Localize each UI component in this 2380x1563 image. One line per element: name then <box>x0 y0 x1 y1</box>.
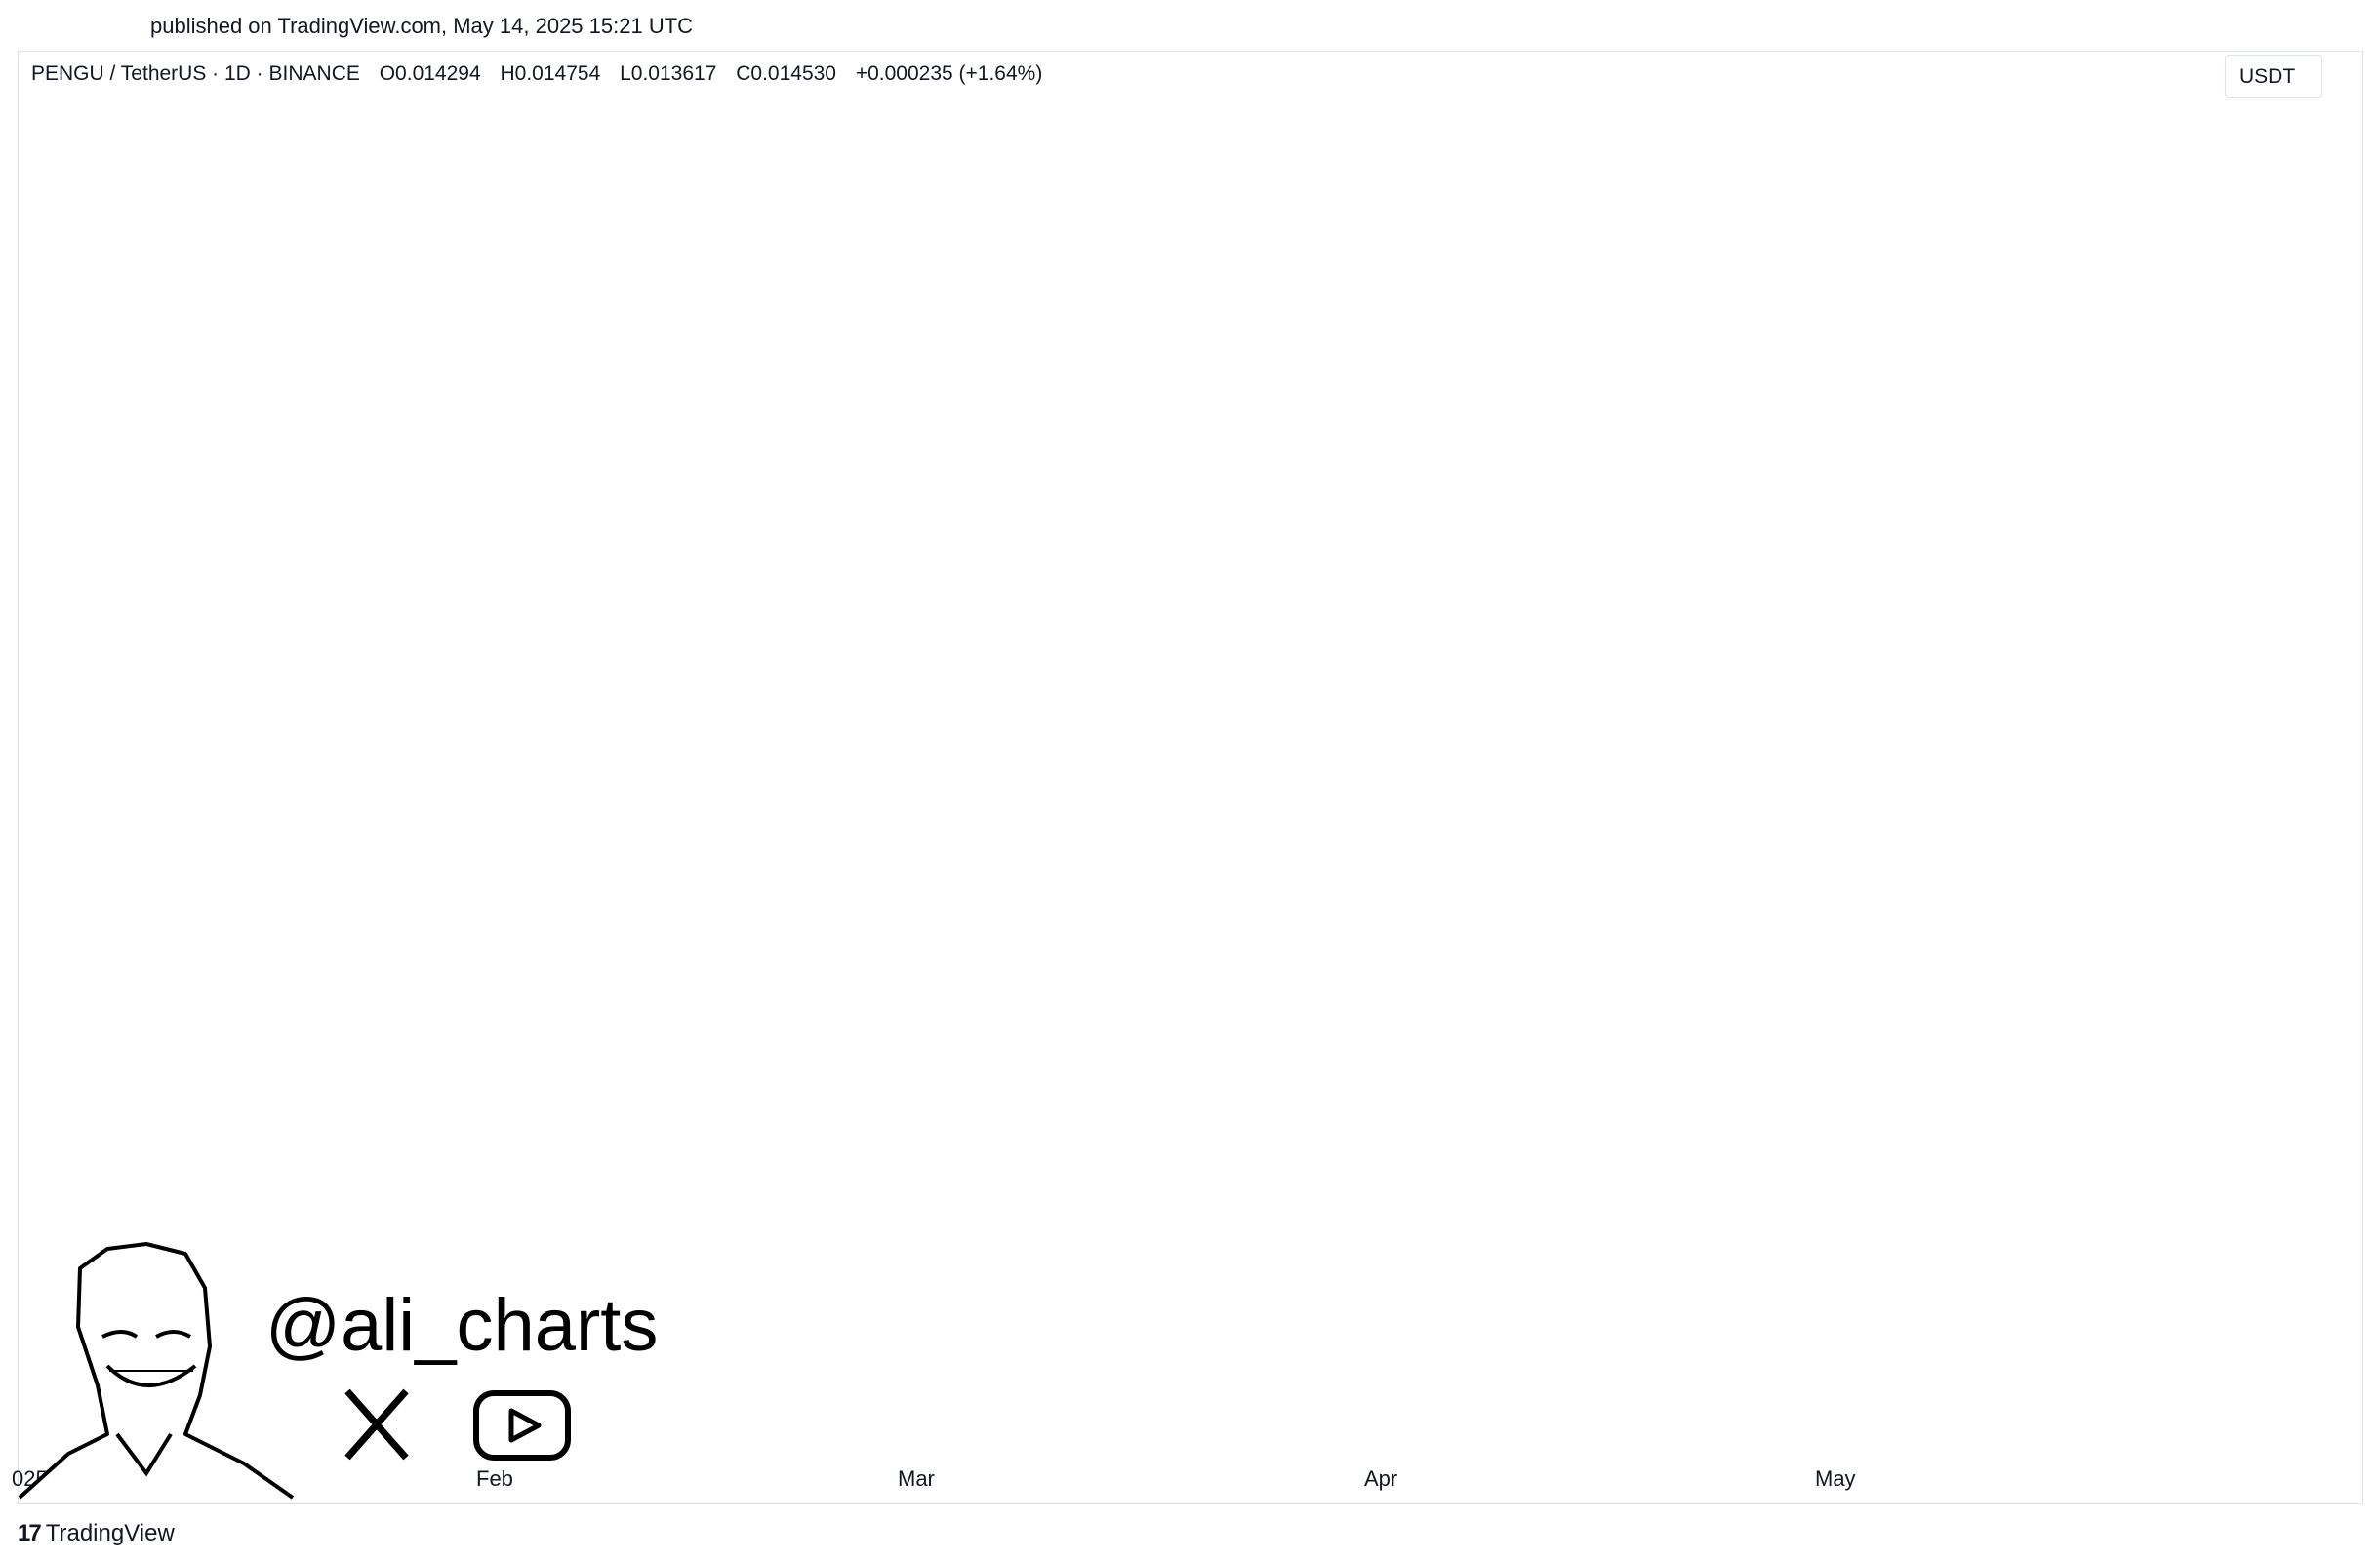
x-logo-icon <box>344 1388 409 1461</box>
ohlc-change: +0.000235 (+1.64%) <box>855 62 1043 85</box>
time-axis-tick: May <box>1815 1466 1856 1491</box>
ohlc-low: L0.013617 <box>620 62 717 85</box>
avatar-collar <box>115 1432 173 1477</box>
time-axis-tick: Mar <box>898 1466 935 1491</box>
watermark-handle: @ali_charts <box>265 1284 658 1367</box>
youtube-play-icon <box>473 1390 571 1461</box>
currency-button[interactable]: USDT <box>2225 55 2322 98</box>
youtube-frame <box>473 1390 571 1461</box>
chart-frame <box>18 51 2363 1504</box>
cartoon-face-avatar <box>18 1242 295 1500</box>
tradingview-logo-text: TradingView <box>45 1520 175 1546</box>
ohlc-open: O0.014294 <box>379 62 481 85</box>
symbol-title[interactable]: PENGU / TetherUS · 1D · BINANCE <box>31 62 360 85</box>
time-axis-tick: Apr <box>1364 1466 1397 1491</box>
ohlc-high: H0.014754 <box>500 62 601 85</box>
tradingview-logo[interactable]: 17 TradingView <box>18 1520 175 1547</box>
symbol-info-bar: PENGU / TetherUS · 1D · BINANCE O0.01429… <box>31 62 1056 86</box>
avatar-brows <box>101 1330 192 1339</box>
x-logo-strokes <box>344 1388 409 1461</box>
youtube-play <box>508 1408 542 1443</box>
ohlc-close: C0.014530 <box>736 62 836 85</box>
published-caption: published on TradingView.com, May 14, 20… <box>150 14 694 38</box>
time-axis-tick: Feb <box>476 1466 513 1491</box>
tradingview-mark-icon: 17 <box>18 1520 42 1546</box>
